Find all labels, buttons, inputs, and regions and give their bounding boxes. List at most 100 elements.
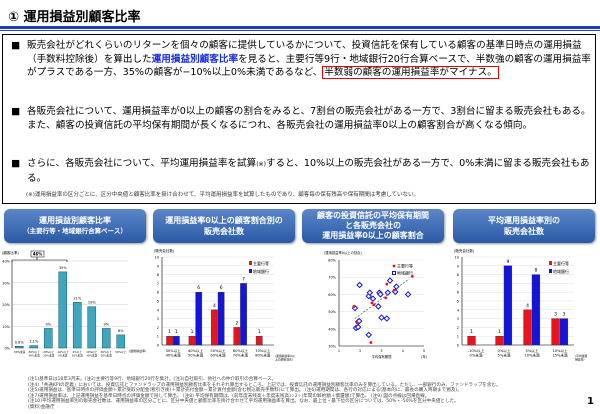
y-tick-label: 10%	[2, 325, 10, 329]
legend-swatch	[549, 269, 552, 273]
y-tick-label: 4	[457, 308, 460, 312]
x-tick-label: 5%以上 10%未満	[524, 348, 540, 358]
data-label: 21%	[73, 296, 81, 300]
x-tick-label: 60%以上 70%未満	[233, 348, 249, 358]
point-regional	[375, 303, 382, 310]
y-tick-label: 7	[157, 282, 159, 286]
footnote: (注10)平均運用損益率別の販売会社数は、運用損益率の区分ごとに、区分中央値と顧…	[28, 399, 459, 405]
bar-regional	[195, 292, 203, 346]
point-major	[370, 301, 374, 305]
trendline	[354, 278, 410, 319]
x-axis-unit: (年)	[421, 354, 427, 359]
y-tick-label: 4	[157, 308, 160, 312]
x-tick-label: 50%以上	[115, 350, 126, 354]
y-tick-label: 3	[157, 317, 159, 321]
legend-swatch	[249, 261, 252, 265]
x-tick-label: -50%未満	[13, 350, 25, 354]
header-line: 販売会社数	[204, 227, 244, 236]
data-label: 6	[220, 285, 223, 291]
y-tick-label: 80%	[328, 259, 336, 263]
legend-swatch	[249, 269, 252, 273]
bar-regional	[217, 292, 225, 346]
y-tick-label: 2	[157, 326, 159, 330]
legend-label: 主要行等	[553, 260, 569, 266]
note-mark: (※)	[256, 161, 266, 168]
bar-major	[233, 327, 241, 346]
x-tick-label: 10%以上 30%未満	[86, 350, 97, 357]
y-axis-label: (販売会社数)	[454, 248, 475, 253]
bar-major	[188, 335, 196, 346]
bullet-3-text: さらに、各販売会社について、平均運用損益率を試算	[27, 158, 257, 169]
header-line: 運用損益別顧客比率	[39, 216, 111, 225]
legend-label: 地域銀行	[553, 268, 569, 274]
data-label: 4	[213, 303, 216, 309]
x-tick-label: 70%以上 80%未満	[255, 348, 271, 358]
header-line: （主要行等・地域銀行合算ベース）	[23, 227, 127, 235]
y-tick-label: 0%	[4, 347, 10, 351]
point-regional	[365, 331, 373, 339]
data-label: 1	[258, 329, 261, 335]
legend-label: 地域銀行	[397, 270, 413, 276]
y-tick-label: 1	[457, 335, 459, 339]
bar	[43, 328, 53, 349]
footnote: (資料)金融庁	[28, 404, 55, 410]
bar	[29, 345, 39, 349]
bullet-1-text: 販売会社がどれくらいのリターンを個々の顧客に提供しているかについて、投資信託を保…	[27, 40, 582, 65]
y-tick-label: 40%	[2, 260, 10, 264]
point-major	[392, 288, 396, 292]
point-regional	[369, 295, 377, 302]
bar-major	[211, 309, 218, 346]
bar	[58, 271, 68, 349]
x-tick-label: -10%以上 0%未満	[468, 348, 485, 358]
chart-header-3: 顧客の投資信託の平均保有期間 と各販売会社の 運用損益率0以上の顧客割合	[302, 209, 444, 243]
y-tick-label: 9	[457, 264, 459, 268]
data-label: 9%	[45, 322, 51, 326]
data-label: 4	[526, 303, 529, 309]
data-label: 1.1%	[29, 340, 39, 344]
x-tick-label: 30%以上 40%未満	[166, 348, 182, 358]
bullet-1: ■ 販売会社がどれくらいのリターンを個々の顧客に提供しているかについて、投資信託…	[11, 39, 593, 80]
point-regional	[393, 283, 400, 290]
bar-major	[166, 335, 173, 346]
footnote: (注5)運用損益は、基準日時点の評価金額＋累計受取分配金(税引き後)＋累計売付金…	[28, 388, 462, 394]
data-label: 6%	[118, 329, 124, 333]
x-axis-label: (平均運用損益率)	[575, 354, 587, 362]
y-tick-label: 10	[455, 256, 459, 260]
data-label: 1	[498, 329, 501, 335]
y-tick-label: 40%	[328, 327, 336, 331]
data-label: 7	[242, 276, 245, 282]
data-label: 19%	[88, 301, 96, 305]
x-tick-label: -30%以上-10%未満	[42, 350, 54, 357]
footnote: (注7)運用損益率は、上記運用損益を基準日時点の評価金額で除して算出。 (注8)…	[28, 393, 430, 399]
y-axis-label: (販売会社数)	[154, 248, 175, 253]
x-tick-label: 4	[402, 349, 405, 353]
bracket-label-box	[30, 250, 45, 258]
chart-header-4: 平均運用損益率別の 販売会社数	[453, 209, 595, 243]
bar-regional	[503, 265, 513, 346]
x-tick-label: 0%以上 5%未満	[498, 348, 511, 358]
x-tick-label: -50%以上-30%未満	[28, 350, 40, 357]
y-tick-label: 10	[155, 256, 159, 260]
box-note: (※)運用損益率の区分ごとに、区分中央値と顧客比率を掛け合わせて、平均運用損益率…	[26, 192, 420, 198]
point-major	[355, 321, 359, 325]
highlight-link: 運用損益別顧客比率	[151, 53, 239, 65]
x-tick-label: 1	[338, 349, 340, 353]
x-tick-label: 0%以上 10%未満	[72, 350, 83, 357]
highlighted-conclusion: 半数弱の顧客の運用損益率がマイナス。	[322, 66, 499, 79]
point-major	[410, 274, 414, 278]
bar-major	[255, 335, 263, 346]
point-regional	[366, 289, 374, 296]
data-label: 8	[534, 268, 537, 274]
point-regional	[378, 314, 385, 321]
title-rule-thin	[0, 30, 600, 31]
bar	[14, 346, 24, 349]
bar-regional	[559, 318, 569, 346]
data-label: 1	[191, 329, 194, 335]
x-axis-label: (運用損益率)	[129, 348, 146, 353]
legend-label: 主要行等	[253, 260, 269, 266]
data-label: 3	[562, 312, 565, 318]
bar-major	[551, 318, 560, 346]
page-title: ① 運用損益別顧客比率	[8, 10, 141, 25]
bar-major	[523, 309, 532, 346]
